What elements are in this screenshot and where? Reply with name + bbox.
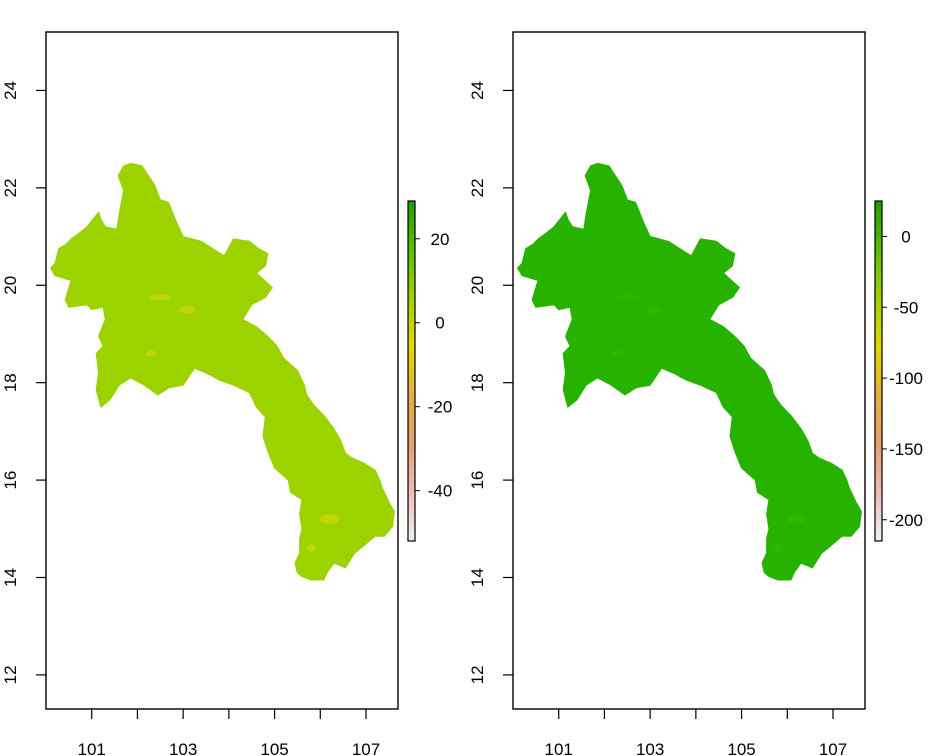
raster-cell-cluster: [612, 350, 624, 357]
legend-tick-label: -200: [889, 511, 923, 530]
legend-tick-label: 0: [435, 314, 444, 333]
y-tick-label: 22: [1, 178, 20, 197]
legend-tick-label: 20: [431, 230, 450, 249]
legend-colorbar: [874, 200, 883, 542]
legend-tick-label: -40: [428, 482, 453, 501]
plot-panel-left: 101 103 105 107 12 14 16 18 20 22 24 20 0 -20 -40: [1, 31, 453, 756]
y-tick-label: 12: [468, 665, 487, 684]
y-tick-label: 24: [468, 81, 487, 100]
legend-tick-label: -20: [428, 398, 453, 417]
legend-colorbar: [407, 200, 416, 542]
raster-cell-cluster: [615, 294, 639, 301]
raster-cell-cluster: [148, 294, 172, 301]
x-tick-label: 103: [169, 740, 197, 756]
x-tick-label: 103: [636, 740, 664, 756]
plot-panel-right: 101 103 105 107 12 14 16 18 20 22 24 0 -50 -100 -150 -2…: [468, 31, 923, 756]
raster-cell-cluster: [786, 514, 807, 524]
y-tick-label: 20: [1, 276, 20, 295]
raster-fill-map: [50, 162, 395, 581]
y-tick-label: 12: [1, 665, 20, 684]
raster-cell-cluster: [773, 544, 783, 553]
y-tick-label: 14: [1, 568, 20, 587]
x-tick-label: 107: [819, 740, 847, 756]
legend-tick-label: -150: [889, 440, 923, 459]
x-tick-label: 101: [545, 740, 573, 756]
x-tick-label: 107: [352, 740, 380, 756]
raster-cell-cluster: [179, 305, 196, 314]
x-tick-label: 101: [78, 740, 106, 756]
y-tick-label: 14: [468, 568, 487, 587]
raster-cell-cluster: [306, 544, 316, 553]
raster-cell-cluster: [646, 305, 663, 314]
x-tick-label: 105: [260, 740, 288, 756]
legend-tick-label: -100: [889, 369, 923, 388]
raster-fill-map: [517, 162, 862, 581]
plot-frame: [45, 31, 399, 710]
y-tick-label: 16: [468, 471, 487, 490]
y-tick-label: 18: [468, 373, 487, 392]
y-tick-label: 18: [1, 373, 20, 392]
x-tick-label: 105: [727, 740, 755, 756]
legend-tick-label: 0: [901, 227, 910, 246]
y-tick-label: 22: [468, 178, 487, 197]
plot-frame: [512, 31, 866, 710]
legend-tick-label: -50: [894, 298, 919, 317]
y-tick-label: 16: [1, 471, 20, 490]
raster-cell-cluster: [319, 514, 340, 524]
raster-cell-cluster: [145, 350, 157, 357]
y-tick-label: 20: [468, 276, 487, 295]
y-tick-label: 24: [1, 81, 20, 100]
